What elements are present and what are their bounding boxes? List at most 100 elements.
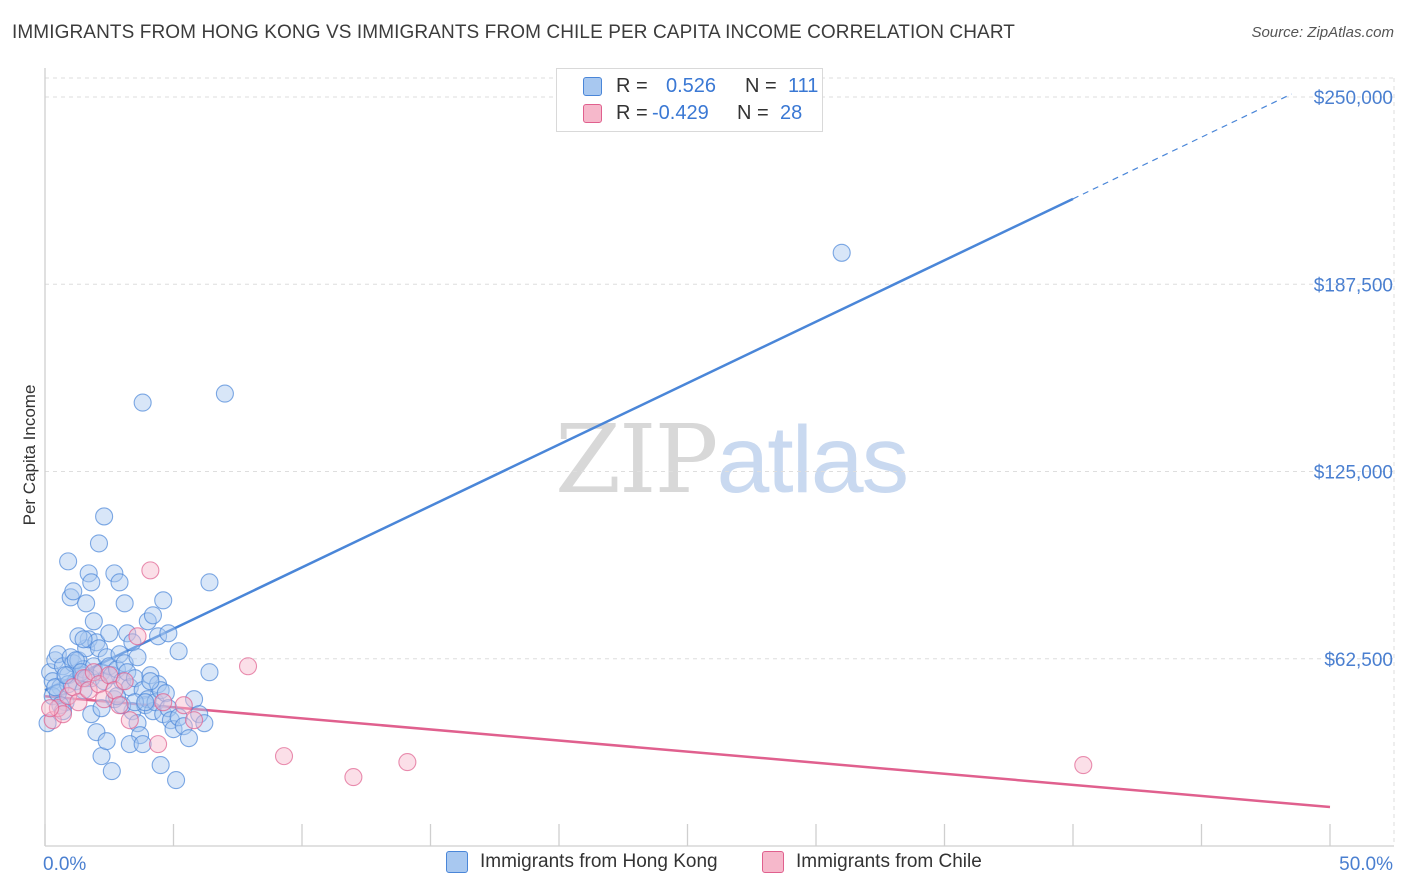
trendline-hong-kong [44, 197, 1074, 692]
data-point-hong-kong [190, 705, 209, 724]
correlation-legend: R = 0.526 N = 111 R = -0.429 N = 28 [556, 68, 823, 132]
y-tick-label: $250,000 [1314, 88, 1393, 109]
legend-r-label: R = [616, 101, 648, 124]
data-point-hong-kong [215, 384, 234, 403]
data-point-hong-kong [102, 762, 121, 781]
y-tick-label: $62,500 [1324, 650, 1393, 671]
data-point-hong-kong [174, 717, 193, 736]
legend-label-hong-kong: Immigrants from Hong Kong [480, 851, 718, 872]
data-point-hong-kong [100, 624, 119, 643]
legend-r-value: -0.429 [652, 101, 709, 124]
data-point-hong-kong [66, 651, 85, 670]
data-point-hong-kong [832, 243, 851, 262]
data-point-hong-kong [46, 678, 65, 697]
data-point-hong-kong [169, 708, 188, 727]
grid-lines [45, 77, 1395, 846]
watermark: ZIPatlas [555, 405, 909, 515]
data-point-hong-kong [169, 642, 188, 661]
data-point-hong-kong [159, 699, 178, 718]
legend-swatch-chile [583, 103, 602, 123]
data-point-hong-kong [95, 507, 114, 526]
data-point-hong-kong [149, 627, 168, 646]
data-point-hong-kong [77, 594, 96, 613]
y-axis-label: Per Capita Income [20, 385, 39, 526]
data-point-hong-kong [195, 714, 214, 733]
data-point-chile [398, 753, 417, 772]
legend-n-value: 111 [788, 74, 819, 97]
data-point-hong-kong [133, 735, 152, 754]
series-chile [41, 561, 1093, 787]
data-point-chile [185, 711, 204, 730]
data-point-hong-kong [154, 591, 173, 610]
legend-r-label: R = [616, 74, 648, 97]
data-point-hong-kong [200, 573, 219, 592]
data-point-hong-kong [136, 693, 155, 712]
legend-n-label: N = [745, 74, 777, 97]
data-point-hong-kong [167, 771, 186, 790]
data-point-hong-kong [138, 612, 157, 631]
data-point-chile [41, 699, 60, 718]
data-point-chile [128, 627, 147, 646]
data-point-hong-kong [38, 714, 57, 733]
data-point-chile [95, 690, 114, 709]
data-point-chile [154, 693, 173, 712]
data-point-hong-kong [110, 645, 129, 664]
legend-n-value: 28 [780, 101, 803, 124]
watermark-zip: ZIP [555, 405, 718, 515]
trend-lines [44, 93, 1331, 809]
data-point-hong-kong [128, 648, 147, 667]
legend-n-label: N = [737, 101, 769, 124]
data-point-chile [100, 666, 119, 685]
data-point-chile [59, 687, 78, 706]
data-point-chile [69, 693, 88, 712]
data-point-hong-kong [151, 681, 170, 700]
data-point-chile [344, 768, 363, 787]
series-legend: Immigrants from Hong Kong Immigrants fro… [0, 851, 1406, 879]
data-points [38, 243, 1093, 790]
data-point-hong-kong [89, 534, 109, 553]
data-point-chile [141, 561, 160, 580]
chart-title: IMMIGRANTS FROM HONG KONG VS IMMIGRANTS … [12, 22, 1016, 43]
data-point-hong-kong [179, 729, 198, 748]
y-tick-label: $125,000 [1314, 463, 1393, 484]
data-point-hong-kong [151, 756, 170, 775]
legend-item-hong-kong: Immigrants from Hong Kong [446, 851, 718, 873]
data-point-chile [84, 663, 103, 682]
data-point-hong-kong [115, 594, 134, 613]
legend-item-chile: Immigrants from Chile [762, 851, 982, 873]
data-point-chile [174, 696, 193, 715]
data-point-hong-kong [143, 606, 162, 625]
data-point-hong-kong [159, 624, 178, 643]
trendline-hong-kong-extension [1072, 93, 1292, 200]
data-point-hong-kong [97, 732, 116, 751]
data-point-hong-kong [69, 627, 88, 646]
data-point-hong-kong [110, 573, 129, 592]
trendline-chile [44, 694, 1331, 809]
data-point-chile [238, 657, 258, 676]
y-tick-label: $187,500 [1314, 275, 1393, 296]
watermark-atlas: atlas [716, 407, 909, 513]
data-point-hong-kong [59, 552, 78, 571]
data-point-chile [1074, 756, 1093, 775]
data-point-hong-kong [74, 630, 93, 649]
data-point-hong-kong [164, 720, 183, 739]
legend-swatch-chile [762, 851, 784, 873]
data-point-hong-kong [64, 582, 83, 601]
data-point-chile [110, 696, 129, 715]
data-point-hong-kong [118, 624, 137, 643]
data-point-hong-kong [92, 747, 111, 766]
data-point-chile [74, 669, 93, 688]
data-point-hong-kong [141, 672, 160, 691]
data-point-hong-kong [120, 735, 139, 754]
data-point-hong-kong [87, 723, 106, 742]
series-hong-kong [38, 243, 851, 790]
tick-labels: $62,500 $125,000 $187,500 $250,000 0.0% 50.0% [43, 88, 1393, 875]
data-point-hong-kong [105, 564, 124, 583]
legend-swatch-hong-kong [583, 76, 602, 96]
data-point-hong-kong [84, 612, 103, 631]
data-point-chile [149, 735, 168, 754]
source-label: Source: ZipAtlas.com [1251, 24, 1394, 41]
data-point-hong-kong [82, 573, 101, 592]
x-tick-label: 0.0% [43, 854, 86, 875]
x-tick-label: 50.0% [1339, 854, 1393, 875]
